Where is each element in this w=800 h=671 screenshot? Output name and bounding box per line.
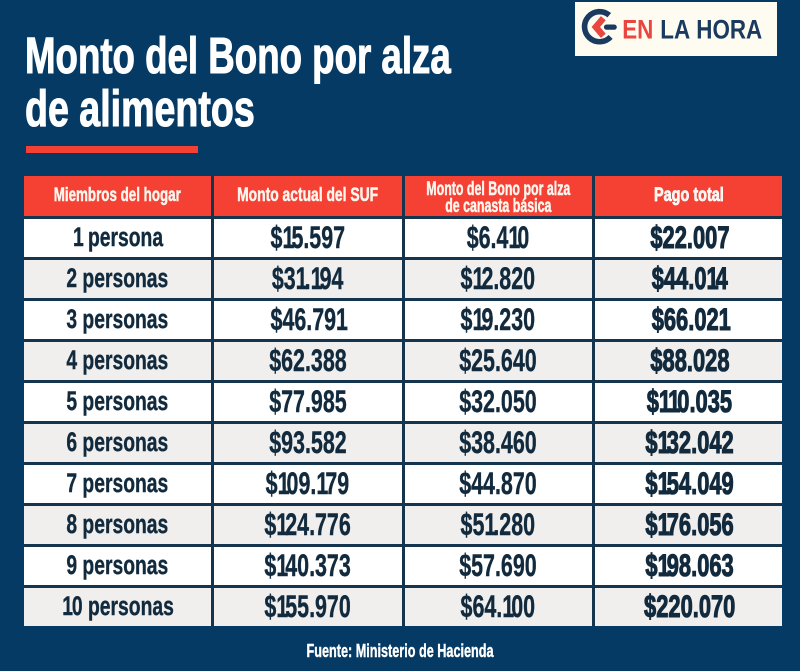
svg-text:ENLAHORA: EN LA HORA <box>622 15 762 44</box>
